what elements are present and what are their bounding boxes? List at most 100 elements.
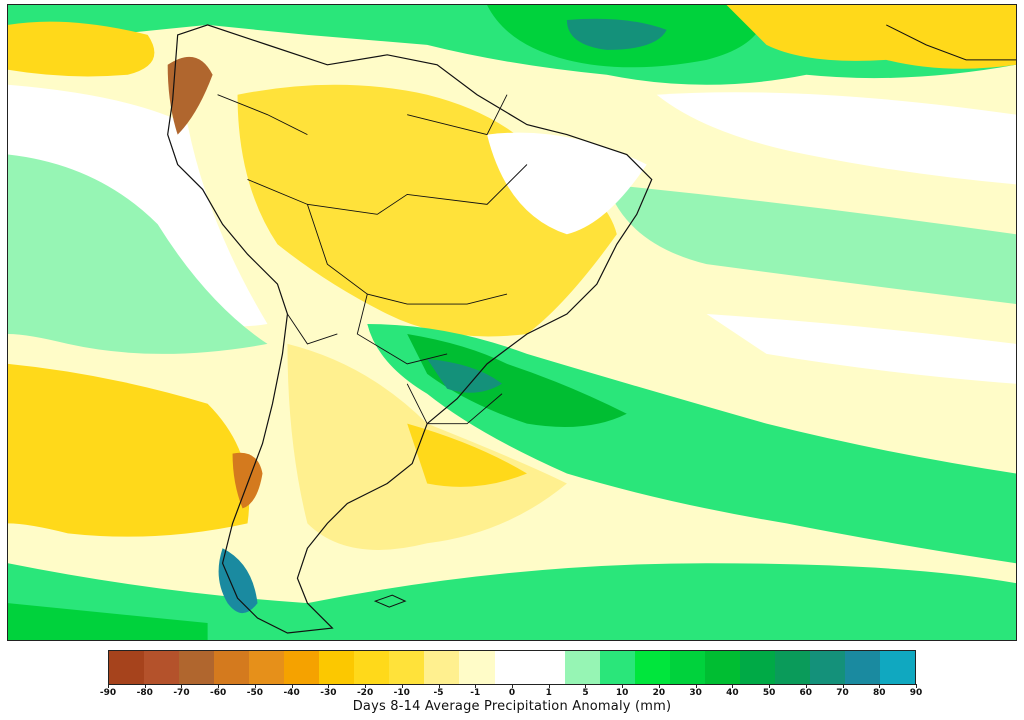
colorbar-tick-label: 20	[652, 688, 666, 698]
colorbar-tick-mark	[328, 684, 330, 688]
colorbar-tick-mark	[548, 684, 550, 688]
africa-coast-outline	[886, 24, 1016, 61]
anomaly-argentina-yellow-core	[407, 423, 527, 487]
colorbar-swatch	[599, 651, 635, 684]
anomaly-south-pacific-yellow	[8, 363, 250, 537]
colorbar	[108, 650, 916, 685]
colorbar-tick-mark	[769, 684, 771, 688]
colorbar-tick-label: -40	[283, 688, 300, 698]
anomaly-south-brazil-teal	[427, 358, 503, 393]
colorbar-tick-label: 90	[909, 688, 923, 698]
colorbar-tick-label: 40	[726, 688, 739, 698]
colorbar-swatch	[494, 651, 530, 684]
colorbar-swatch	[424, 651, 460, 684]
colorbar-tick-mark	[879, 684, 881, 688]
colorbar-tick-label: 70	[836, 688, 849, 698]
border-line	[356, 293, 448, 365]
colorbar-tick-mark	[438, 684, 440, 688]
anomaly-pacific-lightgreen	[8, 154, 268, 354]
anomaly-patagonia-wet	[218, 548, 258, 614]
colorbar-tick-label: -1	[470, 688, 481, 698]
colorbar-tick-mark	[401, 684, 403, 688]
continent-outline	[167, 24, 653, 634]
colorbar-swatch	[214, 651, 250, 684]
colorbar-tick-label: -20	[356, 688, 374, 698]
anomaly-northeast-yellow	[726, 5, 1016, 69]
anomaly-northwest-yellow	[8, 21, 155, 77]
colorbar-swatch	[389, 651, 425, 684]
anomaly-atlantic-lightgreen-1	[606, 184, 1016, 305]
colorbar-ticks: -90 -80 -70 -60 -50 -40 -30 -20 -10 -5 -1 0 1 5 10 20 30…	[100, 684, 922, 700]
colorbar-tick-mark	[108, 684, 109, 688]
colorbar-swatch	[739, 651, 775, 684]
colorbar-swatch	[319, 651, 355, 684]
border-line	[306, 204, 508, 305]
colorbar-tick-mark	[218, 684, 220, 688]
colorbar-tick-label: -70	[173, 688, 190, 698]
colorbar-swatch	[109, 651, 145, 684]
colorbar-tick-mark	[622, 684, 624, 688]
colorbar-tick-label: 1	[545, 688, 552, 698]
colorbar-swatch	[529, 651, 565, 684]
anomaly-andes-dry	[232, 452, 263, 509]
colorbar-title: Days 8-14 Average Precipitation Anomaly …	[352, 699, 672, 714]
anomaly-colombia-dry	[167, 56, 213, 135]
colorbar-tick-label: 60	[799, 688, 813, 698]
colorbar-tick-label: 80	[873, 688, 886, 698]
colorbar-tick-label: 10	[615, 688, 629, 698]
precipitation-anomaly-map	[8, 5, 1016, 640]
colorbar-swatch	[634, 651, 670, 684]
colorbar-tick-label: -30	[320, 688, 337, 698]
colorbar-tick-mark	[695, 684, 697, 688]
colorbar-swatch	[179, 651, 215, 684]
anomaly-southern-ocean-darkgreen	[8, 603, 208, 640]
border-line	[287, 313, 338, 345]
colorbar-tick-label: 5	[582, 688, 589, 698]
colorbar-tick-label: -50	[246, 688, 264, 698]
colorbar-swatch	[354, 651, 390, 684]
colorbar-swatch	[564, 651, 600, 684]
anomaly-south-brazil-darkgreen	[407, 333, 627, 428]
colorbar-tick-mark	[585, 684, 587, 688]
anomaly-southern-ocean-green	[8, 563, 1016, 640]
colorbar-tick-mark	[512, 684, 513, 688]
colorbar-tick-mark	[842, 684, 844, 688]
anomaly-northeast-brazil-white	[487, 132, 647, 235]
colorbar-swatch	[844, 651, 881, 684]
colorbar-swatch	[809, 651, 845, 684]
colorbar-tick-label: -5	[433, 688, 444, 698]
colorbar-tick-mark	[732, 684, 734, 688]
colorbar-tick-mark	[144, 684, 146, 688]
border-line	[406, 383, 503, 425]
falkland-islands-outline	[373, 594, 407, 608]
colorbar-swatch	[144, 651, 180, 684]
colorbar-tick-label: -80	[136, 688, 153, 698]
colorbar-tick-label: 30	[689, 688, 702, 698]
colorbar-tick-mark	[658, 684, 660, 688]
colorbar-tick-label: -90	[99, 688, 117, 698]
colorbar-tick-mark	[181, 684, 183, 688]
colorbar-swatch	[459, 651, 495, 684]
colorbar-swatch	[774, 651, 810, 684]
colorbar-tick-label: 50	[762, 688, 776, 698]
colorbar-tick-label: -10	[393, 688, 410, 698]
map-panel	[7, 4, 1017, 641]
colorbar-tick-mark	[254, 684, 256, 688]
colorbar-tick-mark	[365, 684, 367, 688]
colorbar-swatch	[284, 651, 320, 684]
colorbar-swatch	[669, 651, 705, 684]
colorbar-swatch	[880, 651, 916, 684]
colorbar-tick-label: 0	[508, 688, 516, 698]
colorbar-swatch	[249, 651, 285, 684]
anomaly-atlantic-white	[656, 92, 1016, 185]
colorbar-tick-mark	[475, 684, 477, 688]
border-line	[247, 164, 528, 215]
colorbar-tick-mark	[291, 684, 293, 688]
colorbar-tick-mark	[805, 684, 807, 688]
colorbar-swatch	[704, 651, 740, 684]
anomaly-atlantic-white-2	[706, 314, 1016, 384]
border-line	[217, 94, 308, 135]
anomaly-north-teal	[566, 18, 667, 50]
colorbar-tick-label: -60	[210, 688, 227, 698]
colorbar-tick-mark	[916, 684, 917, 688]
